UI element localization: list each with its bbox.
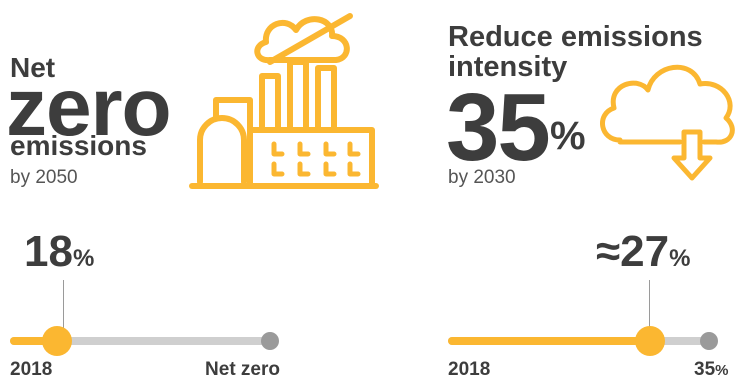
left-milestone-unit: % bbox=[72, 245, 95, 272]
left-milestone-value: 18% bbox=[24, 230, 94, 274]
factory-icon bbox=[189, 13, 379, 189]
reduce-title-line1: Reduce emissions bbox=[448, 21, 703, 53]
left-end-marker bbox=[261, 332, 279, 350]
left-start-label: 2018 bbox=[10, 359, 53, 380]
right-milestone-stem bbox=[649, 280, 650, 336]
emissions-title-line: emissions bbox=[10, 130, 147, 161]
cloud-down-arrow-icon bbox=[600, 64, 735, 181]
zero-title: zero bbox=[6, 62, 172, 153]
right-milestone-unit: % bbox=[669, 245, 691, 272]
right-milestone-prefix: ≈ bbox=[596, 227, 621, 276]
right-milestone-value: ≈27% bbox=[596, 230, 690, 274]
right-end-label: 35% bbox=[694, 360, 728, 381]
right-start-label: 2018 bbox=[448, 359, 491, 380]
left-end-label: Net zero bbox=[205, 359, 280, 380]
intensity-big-unit: % bbox=[550, 114, 586, 158]
right-end-value: 35 bbox=[694, 359, 716, 380]
left-progress-knob bbox=[42, 326, 72, 356]
net-title-line: Net bbox=[10, 52, 56, 83]
reduce-title: Reduce emissions intensity bbox=[448, 22, 703, 82]
left-milestone-stem bbox=[63, 280, 64, 336]
reduce-title-line2: intensity bbox=[448, 51, 568, 83]
left-progress-fill bbox=[10, 337, 57, 345]
net-zero-target-year: by 2050 bbox=[10, 167, 78, 188]
intensity-big-value: 35 bbox=[446, 74, 551, 181]
right-milestone-number: 27 bbox=[620, 227, 670, 276]
left-progress-track bbox=[10, 337, 272, 345]
right-progress-fill bbox=[448, 337, 650, 345]
right-end-marker bbox=[700, 332, 718, 350]
intensity-target-year: by 2030 bbox=[448, 167, 516, 188]
right-progress-knob bbox=[635, 326, 665, 356]
left-milestone-number: 18 bbox=[24, 227, 73, 276]
right-end-unit: % bbox=[715, 362, 729, 379]
